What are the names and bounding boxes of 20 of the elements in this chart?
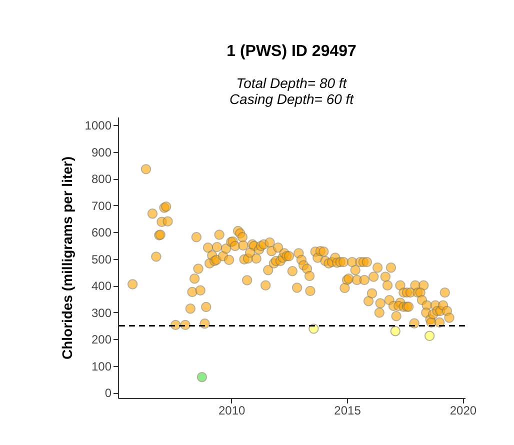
point: [196, 372, 208, 382]
y-tick-label: 500: [91, 252, 112, 266]
point: [424, 330, 435, 342]
x-tick-label: 2015: [334, 404, 362, 418]
y-tick-label: 900: [91, 145, 112, 160]
y-tick-label: 400: [91, 279, 112, 294]
y-tick-label: 0: [104, 386, 112, 400]
x-tick-label: 2010: [218, 404, 246, 418]
y-tick-label: 300: [91, 306, 112, 320]
x-tick-label: 2020: [450, 404, 477, 418]
y-axis-title: Chlorides (milligrams per liter): [58, 156, 75, 360]
chart-subtitle: Total Depth= 80 ft Casing Depth= 60 ft: [229, 75, 355, 107]
point: [390, 326, 400, 336]
y-tick-label: 1000: [84, 118, 112, 133]
y-tick-label: 200: [91, 332, 112, 347]
y-tick-label: 600: [91, 226, 112, 240]
y-tick-label: 700: [91, 198, 112, 213]
chart-title: 1 (PWS) ID 29497: [226, 43, 357, 60]
y-tick-label: 800: [91, 172, 112, 186]
y-tick-label: 100: [91, 359, 112, 374]
